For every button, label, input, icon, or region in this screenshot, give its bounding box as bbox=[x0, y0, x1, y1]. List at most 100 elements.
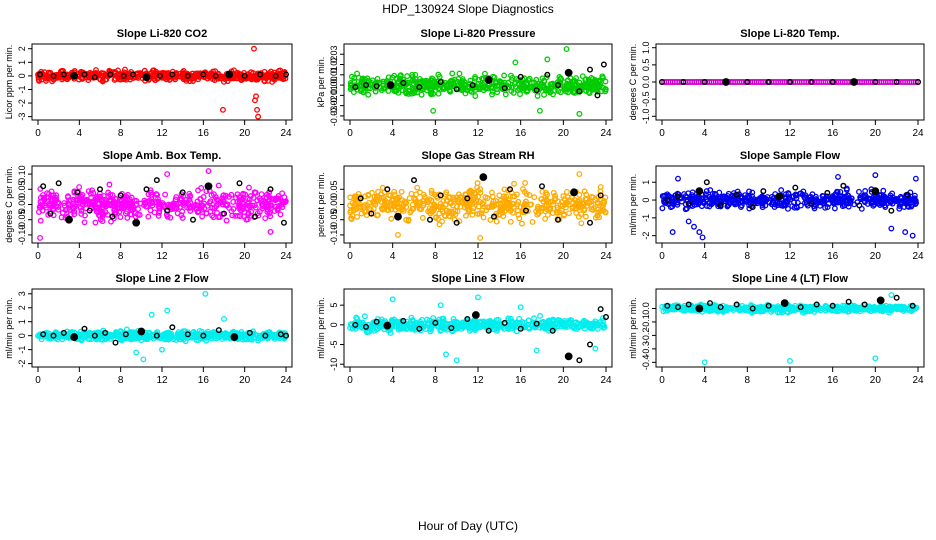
data-point bbox=[496, 192, 503, 199]
data-point bbox=[251, 334, 258, 341]
outlier-point bbox=[220, 106, 226, 113]
outlier-point bbox=[255, 113, 262, 120]
outlier-point bbox=[675, 175, 681, 182]
reference-point bbox=[74, 189, 81, 196]
reference-point bbox=[394, 212, 402, 221]
reference-point bbox=[733, 191, 740, 198]
data-point bbox=[62, 207, 69, 214]
outlier-point bbox=[888, 292, 895, 298]
reference-point bbox=[212, 72, 219, 79]
data-point bbox=[513, 191, 520, 198]
y-tick-label: -0.10 bbox=[17, 225, 27, 246]
data-point bbox=[566, 210, 572, 217]
data-point bbox=[598, 88, 605, 95]
data-point bbox=[197, 196, 204, 203]
data-point bbox=[246, 203, 253, 210]
data-point bbox=[48, 200, 55, 207]
outlier-point bbox=[512, 59, 519, 66]
data-point bbox=[856, 188, 862, 195]
reference-point bbox=[437, 192, 444, 199]
data-point bbox=[544, 191, 550, 198]
data-point bbox=[251, 189, 258, 196]
reference-point bbox=[695, 304, 704, 313]
data-point bbox=[789, 194, 796, 200]
data-point bbox=[877, 202, 883, 209]
x-tick-label: 24 bbox=[912, 251, 924, 262]
panel-2: Slope Li-820 Temp.0 4 8 12 16 20 24-1.0-0.50.0… bbox=[628, 28, 925, 139]
outlier-point bbox=[437, 302, 444, 309]
reference-point bbox=[570, 188, 578, 197]
reference-point bbox=[507, 186, 514, 193]
outlier-point bbox=[221, 315, 227, 322]
data-point bbox=[130, 203, 137, 210]
reference-point bbox=[373, 83, 380, 90]
data-point bbox=[157, 201, 164, 208]
reference-point bbox=[664, 302, 671, 309]
data-point bbox=[591, 320, 598, 327]
series-points bbox=[35, 45, 290, 120]
data-point bbox=[145, 330, 152, 337]
outlier-point bbox=[909, 232, 916, 239]
x-tick-label: 16 bbox=[198, 375, 210, 386]
data-point bbox=[234, 212, 241, 219]
reference-point bbox=[703, 179, 710, 186]
data-point bbox=[456, 70, 463, 77]
data-point bbox=[432, 214, 439, 221]
reference-point bbox=[549, 327, 556, 334]
data-point bbox=[83, 198, 90, 204]
data-point bbox=[549, 210, 556, 216]
x-tick-label: 8 bbox=[433, 375, 439, 386]
data-point bbox=[58, 214, 65, 221]
data-point bbox=[123, 199, 130, 206]
data-point bbox=[435, 71, 442, 78]
data-point bbox=[436, 221, 443, 228]
data-point bbox=[449, 77, 456, 84]
data-point bbox=[525, 317, 532, 324]
x-tick-label: 20 bbox=[870, 251, 882, 262]
x-tick-label: 4 bbox=[390, 251, 396, 262]
data-point bbox=[162, 191, 169, 198]
reference-point bbox=[707, 300, 714, 307]
reference-point bbox=[257, 71, 264, 78]
x-tick-label: 4 bbox=[77, 251, 83, 262]
data-point bbox=[484, 204, 491, 211]
data-point bbox=[467, 77, 474, 84]
outlier-point bbox=[576, 171, 583, 178]
data-point bbox=[483, 322, 490, 329]
reference-point bbox=[733, 301, 740, 308]
reference-point bbox=[251, 213, 258, 220]
data-point bbox=[49, 206, 56, 213]
data-point bbox=[474, 184, 481, 191]
data-point bbox=[348, 216, 355, 223]
data-point bbox=[277, 211, 284, 218]
data-point bbox=[479, 75, 485, 82]
data-point bbox=[479, 200, 486, 207]
data-point bbox=[912, 79, 919, 85]
data-point bbox=[251, 202, 258, 209]
data-point bbox=[458, 79, 464, 86]
data-point bbox=[198, 185, 205, 191]
data-point bbox=[600, 318, 607, 325]
data-point bbox=[391, 202, 397, 209]
data-point bbox=[896, 205, 903, 212]
outlier-point bbox=[872, 355, 879, 362]
data-point bbox=[384, 207, 391, 213]
reference-point bbox=[200, 71, 207, 78]
data-point bbox=[427, 77, 434, 84]
x-tick-label: 12 bbox=[156, 251, 168, 262]
outlier-point bbox=[533, 347, 540, 354]
data-point bbox=[491, 74, 498, 81]
data-point bbox=[505, 317, 512, 324]
data-point bbox=[77, 204, 84, 211]
data-point bbox=[64, 76, 71, 83]
y-tick-label: 1.0 bbox=[641, 41, 651, 54]
data-point bbox=[179, 69, 186, 76]
data-point bbox=[511, 204, 517, 210]
reference-point bbox=[722, 78, 730, 86]
x-tick-label: 12 bbox=[156, 128, 168, 139]
outlier-point bbox=[701, 359, 708, 366]
data-point bbox=[862, 192, 869, 199]
outlier-point bbox=[563, 46, 570, 53]
